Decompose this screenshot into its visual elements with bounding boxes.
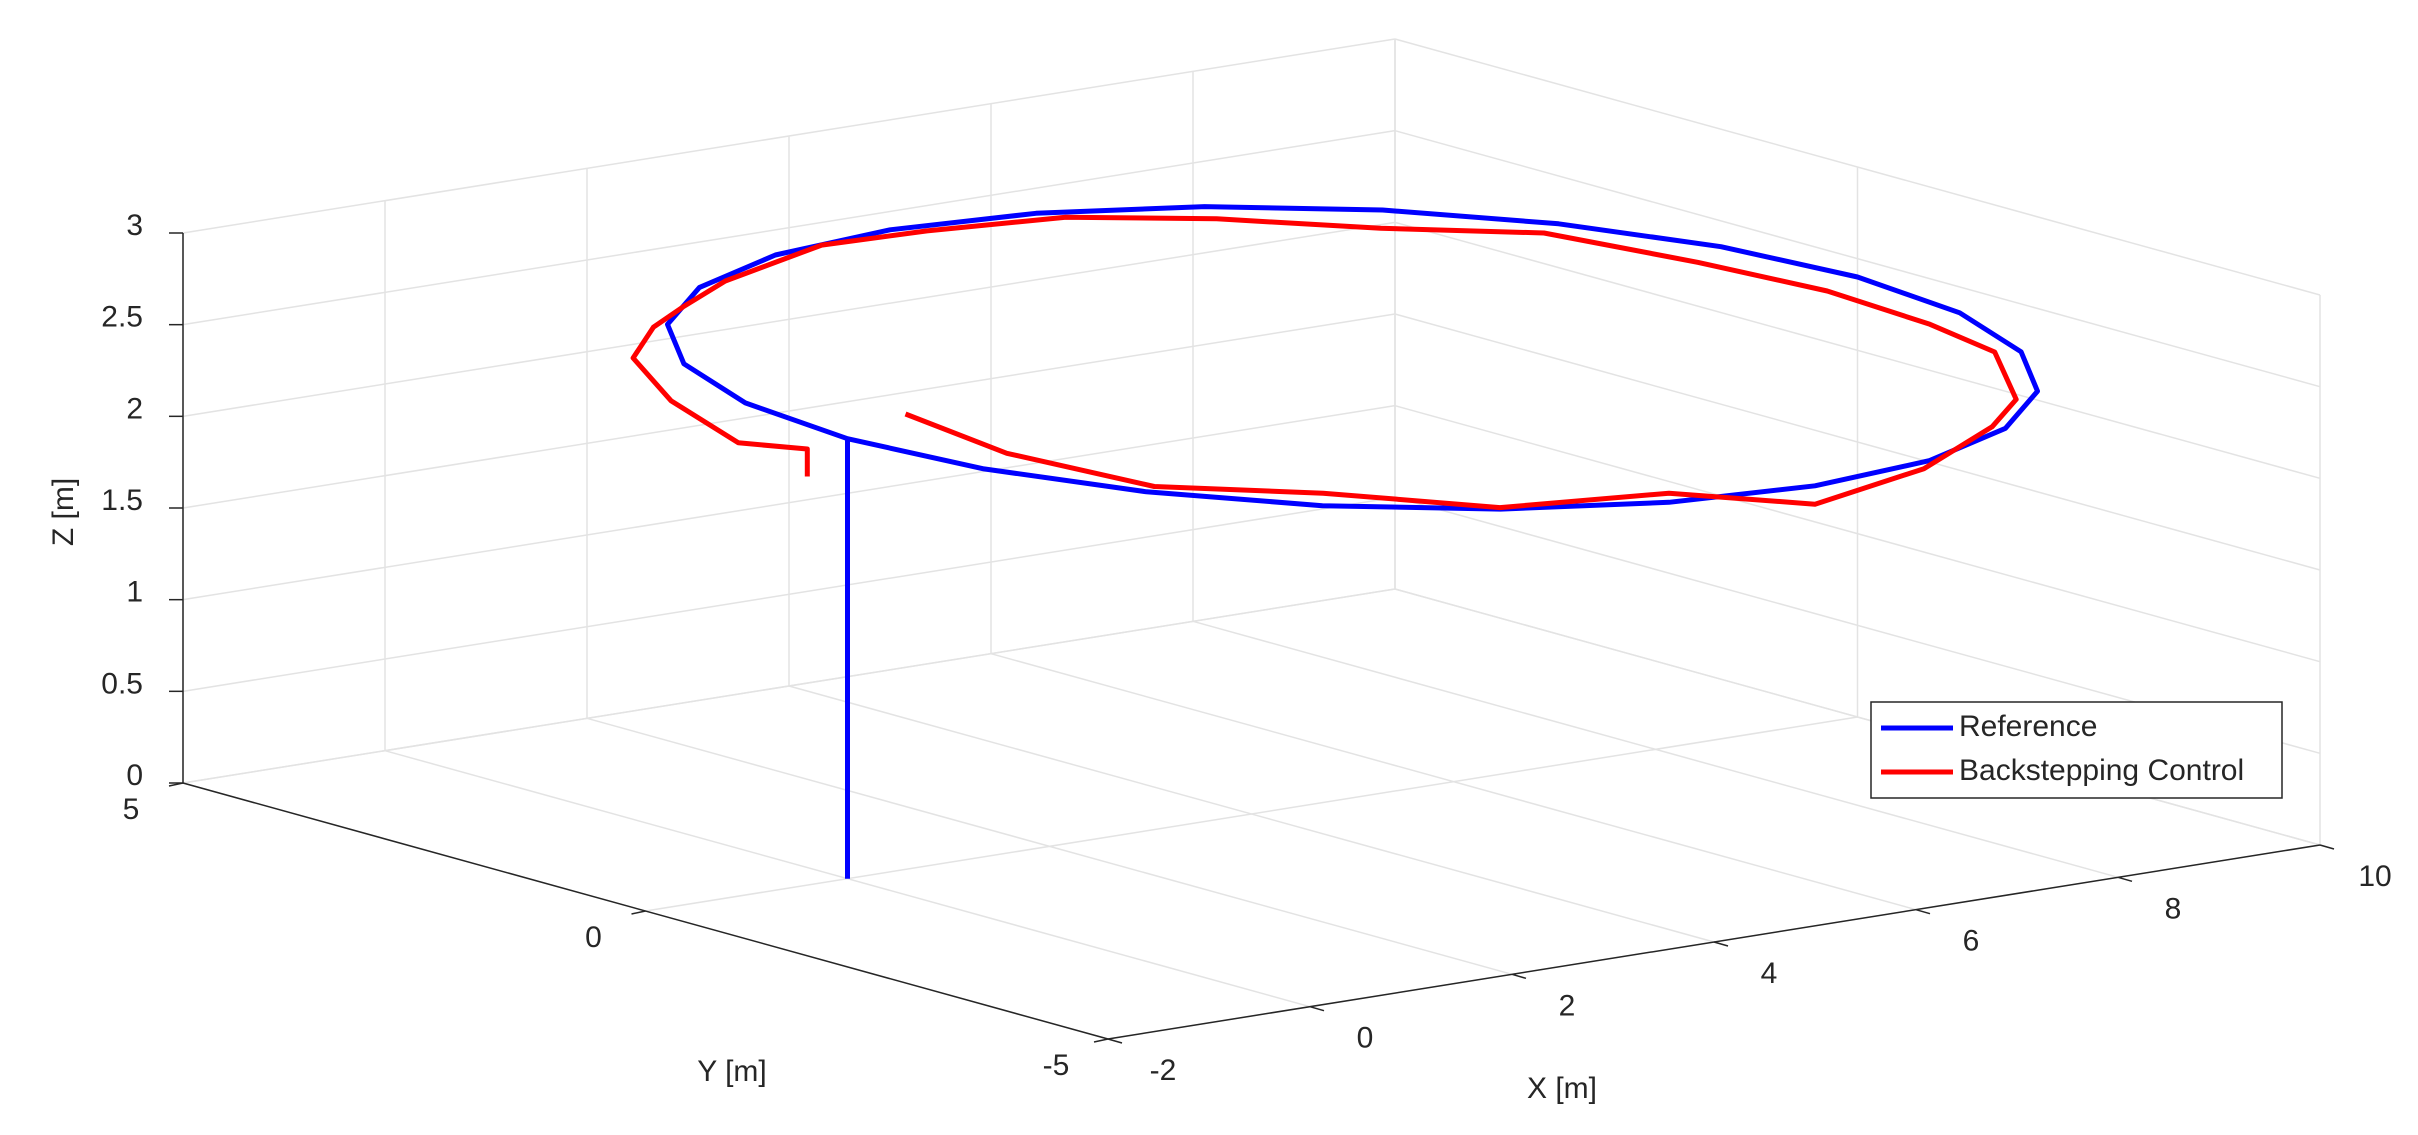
grid-line xyxy=(1394,221,2321,480)
z-tick-label: 0.5 xyxy=(101,667,143,700)
z-tick-label: 2.5 xyxy=(101,301,143,334)
legend-label: Backstepping Control xyxy=(1959,754,2244,787)
z-tick-label: 0 xyxy=(126,759,143,792)
x-tick xyxy=(1713,941,1729,947)
x-tick xyxy=(1511,973,1527,980)
x-tick xyxy=(1309,1005,1325,1012)
x-tick-label: 4 xyxy=(1761,957,1778,990)
x-tick-label: 6 xyxy=(1963,925,1980,958)
y-tick xyxy=(631,910,646,915)
grid-line xyxy=(1394,588,2321,846)
grid-line xyxy=(645,716,1858,912)
grid-line xyxy=(182,313,1396,509)
legend: Reference Backstepping Control xyxy=(1870,701,2283,799)
x-tick xyxy=(2117,876,2133,883)
grid-line xyxy=(1394,129,2321,388)
grid-line xyxy=(182,221,1396,418)
x-tick-label: 10 xyxy=(2358,860,2391,893)
z-tick-label: 2 xyxy=(126,392,143,425)
grid-line xyxy=(1394,404,2321,663)
x-tick xyxy=(1915,908,1931,915)
x-tick xyxy=(1107,1038,1123,1044)
x-tick xyxy=(2319,844,2335,850)
grid-line xyxy=(182,129,1396,326)
grid-line xyxy=(182,496,1396,693)
grid-line xyxy=(182,588,1396,784)
series-line xyxy=(630,214,2019,511)
grid-line xyxy=(182,404,1396,601)
z-tick-label: 3 xyxy=(126,209,143,242)
y-axis-label: Y [m] xyxy=(697,1055,766,1088)
y-tick xyxy=(1093,1038,1109,1043)
series-line xyxy=(665,204,2040,879)
legend-label: Reference xyxy=(1959,710,2097,743)
legend-box xyxy=(1870,701,2283,799)
grid-line xyxy=(1394,38,2321,296)
z-axis-label: Z [m] xyxy=(47,478,80,546)
x-axis-label: X [m] xyxy=(1527,1072,1597,1105)
x-tick-label: 0 xyxy=(1357,1022,1374,1055)
x-tick-label: 8 xyxy=(2165,892,2182,925)
z-tick-label: 1.5 xyxy=(101,484,143,517)
y-tick-label: 0 xyxy=(585,921,602,954)
y-tick-label: -5 xyxy=(1043,1049,1070,1082)
x-tick-label: -2 xyxy=(1150,1054,1177,1087)
z-tick-label: 1 xyxy=(126,576,143,609)
grid-line xyxy=(182,38,1396,234)
y-tick-label: 5 xyxy=(123,793,140,826)
grid-line xyxy=(1394,313,2321,571)
x-tick-label: 2 xyxy=(1559,989,1576,1022)
